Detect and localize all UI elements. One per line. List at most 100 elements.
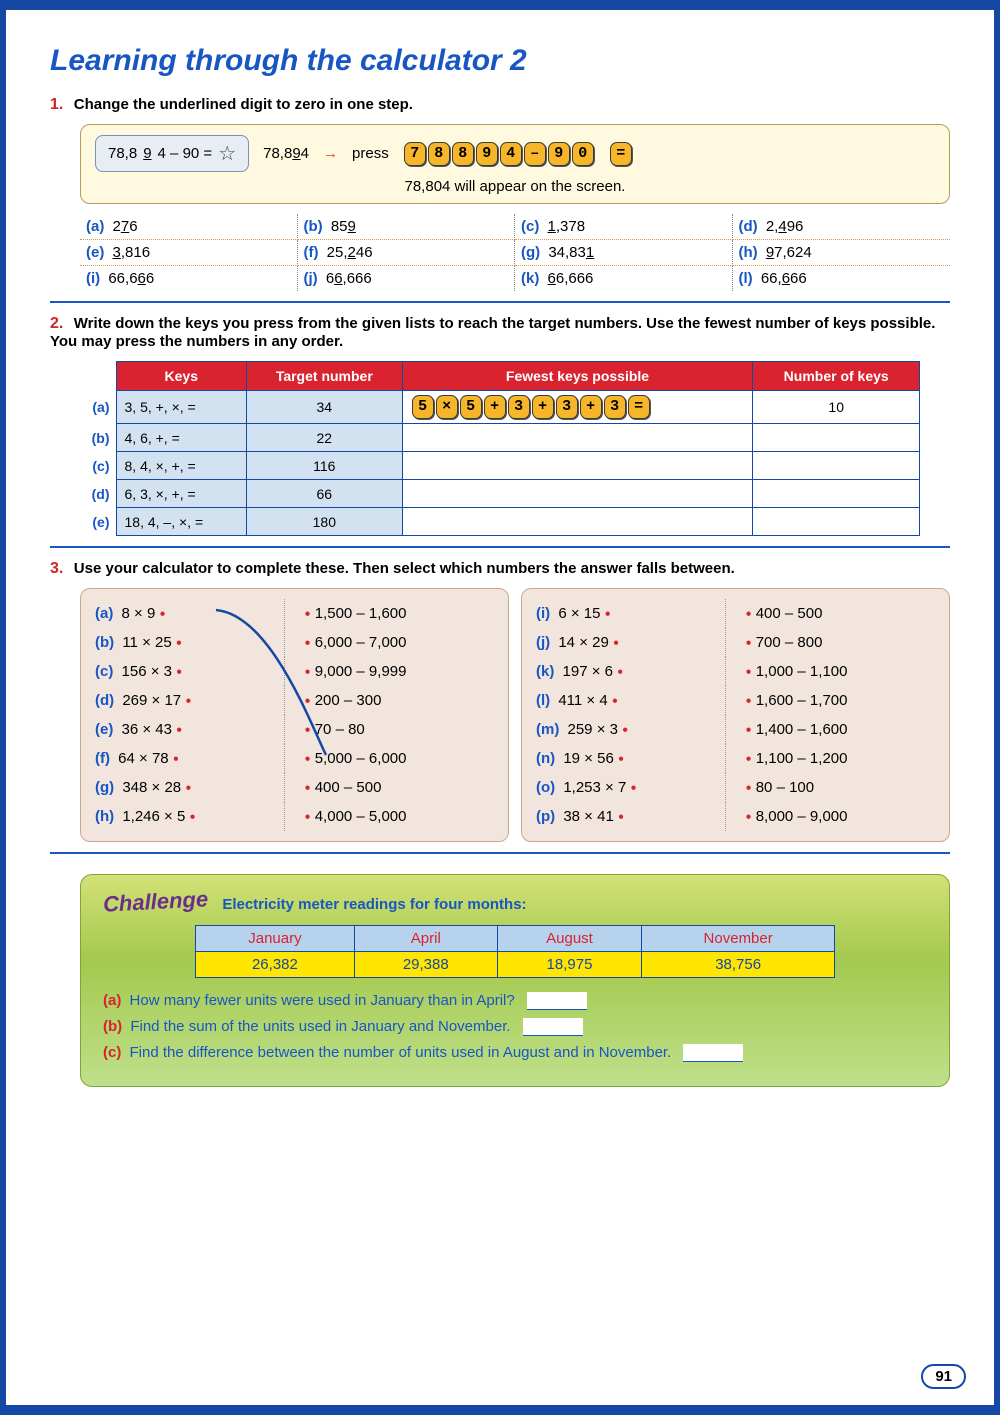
page-title: Learning through the calculator 2: [50, 44, 950, 78]
q3-left-panel: (a) 8 × 9 ● ● 1,500 – 1,600 (b) 11 × 25 ● ●…: [80, 588, 509, 842]
press-label: press: [352, 145, 389, 162]
challenge-qb: (b) Find the sum of the units used in Ja…: [103, 1018, 927, 1036]
q3-range: ● 70 – 80: [305, 715, 495, 744]
q1-item: (h) 97,624: [733, 240, 951, 266]
calc-key: =: [628, 395, 650, 419]
q2-number: 2.: [50, 315, 63, 332]
divider: [50, 852, 950, 854]
q3-problem: (l) 411 × 4 ●: [536, 686, 726, 715]
q1-item: (f) 25,246: [298, 240, 516, 266]
q2-table: Keys Target number Fewest keys possible …: [80, 361, 920, 536]
q3-range: ● 700 – 800: [746, 628, 936, 657]
q3-problem: (b) 11 × 25 ●: [95, 628, 285, 657]
challenge-month: January: [196, 926, 355, 952]
calc-key: 5: [460, 395, 482, 419]
q3-range: ● 4,000 – 5,000: [305, 802, 495, 831]
challenge-subtitle: Electricity meter readings for four mont…: [222, 896, 526, 913]
q3-range: ● 5,000 – 6,000: [305, 744, 495, 773]
divider: [50, 546, 950, 548]
q3-range: ● 9,000 – 9,999: [305, 657, 495, 686]
q2-header-fewest: Fewest keys possible: [402, 362, 753, 391]
q3-problem: (g) 348 × 28 ●: [95, 773, 285, 802]
q1-item: (g) 34,831: [515, 240, 733, 266]
q1-answer-grid: (a) 276(b) 859(c) 1,378(d) 2,496(e) 3,81…: [80, 214, 950, 291]
q1-item: (k) 66,666: [515, 266, 733, 291]
challenge-value: 38,756: [642, 952, 835, 978]
challenge-month: November: [642, 926, 835, 952]
q3-problem: (c) 156 × 3 ●: [95, 657, 285, 686]
q2-row: (e) 18, 4, –, ×, = 180: [80, 508, 920, 536]
q3-problem: (o) 1,253 × 7 ●: [536, 773, 726, 802]
question-3: 3. Use your calculator to complete these…: [50, 560, 950, 578]
answer-blank[interactable]: [527, 992, 587, 1010]
calc-key: 3: [508, 395, 530, 419]
q2-row: (b) 4, 6, +, = 22: [80, 424, 920, 452]
answer-blank[interactable]: [683, 1044, 743, 1062]
q1-example-number: 78,894: [263, 145, 309, 162]
q1-item: (b) 859: [298, 214, 516, 240]
q2-prompt: Write down the keys you press from the g…: [50, 315, 935, 350]
q1-item: (d) 2,496: [733, 214, 951, 240]
calc-key: 3: [556, 395, 578, 419]
q3-problem: (e) 36 × 43 ●: [95, 715, 285, 744]
q3-problem: (h) 1,246 × 5 ●: [95, 802, 285, 831]
q1-item: (e) 3,816: [80, 240, 298, 266]
q1-equation-box: 78,894 – 90 = ☆: [95, 135, 249, 172]
q2-row: (c) 8, 4, ×, +, = 116: [80, 452, 920, 480]
answer-blank[interactable]: [523, 1018, 583, 1036]
calc-key: 0: [572, 142, 594, 166]
q3-number: 3.: [50, 560, 63, 577]
q1-press-keys: 78894–90: [403, 142, 595, 166]
q3-panels: (a) 8 × 9 ● ● 1,500 – 1,600 (b) 11 × 25 ● ●…: [80, 588, 950, 842]
challenge-qa: (a) How many fewer units were used in Ja…: [103, 992, 927, 1010]
q1-example-note: 78,804 will appear on the screen.: [95, 178, 935, 195]
q2-header-target: Target number: [247, 362, 403, 391]
calc-key: 5: [412, 395, 434, 419]
q1-prompt: Change the underlined digit to zero in o…: [74, 96, 413, 113]
challenge-title: Challenge: [102, 886, 208, 917]
q3-range: ● 1,000 – 1,100: [746, 657, 936, 686]
page: Learning through the calculator 2 1. Cha…: [0, 0, 1000, 1415]
calc-key: 8: [428, 142, 450, 166]
equals-key: =: [610, 142, 632, 166]
q3-range: ● 1,500 – 1,600: [305, 599, 495, 628]
page-number: 91: [921, 1364, 966, 1389]
q1-item: (a) 276: [80, 214, 298, 240]
arrow-icon: →: [323, 145, 338, 162]
calc-key: +: [580, 395, 602, 419]
q3-problem: (d) 269 × 17 ●: [95, 686, 285, 715]
challenge-value: 18,975: [497, 952, 642, 978]
q2-header-keys: Keys: [116, 362, 247, 391]
divider: [50, 301, 950, 303]
q3-problem: (i) 6 × 15 ●: [536, 599, 726, 628]
q3-range: ● 6,000 – 7,000: [305, 628, 495, 657]
challenge-value: 29,388: [354, 952, 497, 978]
q1-item: (i) 66,666: [80, 266, 298, 291]
q3-problem: (j) 14 × 29 ●: [536, 628, 726, 657]
q3-range: ● 8,000 – 9,000: [746, 802, 936, 831]
q1-number: 1.: [50, 96, 63, 113]
q2-row: (d) 6, 3, ×, +, = 66: [80, 480, 920, 508]
calc-key: 9: [548, 142, 570, 166]
q3-range: ● 200 – 300: [305, 686, 495, 715]
calc-key: –: [524, 142, 546, 166]
q3-range: ● 1,600 – 1,700: [746, 686, 936, 715]
question-2: 2. Write down the keys you press from th…: [50, 315, 950, 351]
calc-key: ×: [436, 395, 458, 419]
calc-key: 7: [404, 142, 426, 166]
q3-right-panel: (i) 6 × 15 ● ● 400 – 500 (j) 14 × 29 ● ● 70…: [521, 588, 950, 842]
q3-problem: (n) 19 × 56 ●: [536, 744, 726, 773]
q2-row: (a) 3, 5, +, ×, = 34 5×5+3+3+3= 10: [80, 391, 920, 424]
q3-range: ● 400 – 500: [746, 599, 936, 628]
star-icon: ☆: [218, 141, 236, 166]
q3-range: ● 1,400 – 1,600: [746, 715, 936, 744]
q3-problem: (k) 197 × 6 ●: [536, 657, 726, 686]
question-1: 1. Change the underlined digit to zero i…: [50, 96, 950, 114]
q2-header-count: Number of keys: [753, 362, 920, 391]
q1-example-box: 78,894 – 90 = ☆ 78,894 → press 78894–90 …: [80, 124, 950, 204]
q3-problem: (a) 8 × 9 ●: [95, 599, 285, 628]
calc-key: 3: [604, 395, 626, 419]
calc-key: 8: [452, 142, 474, 166]
q1-item: (j) 66,666: [298, 266, 516, 291]
calc-key: +: [532, 395, 554, 419]
